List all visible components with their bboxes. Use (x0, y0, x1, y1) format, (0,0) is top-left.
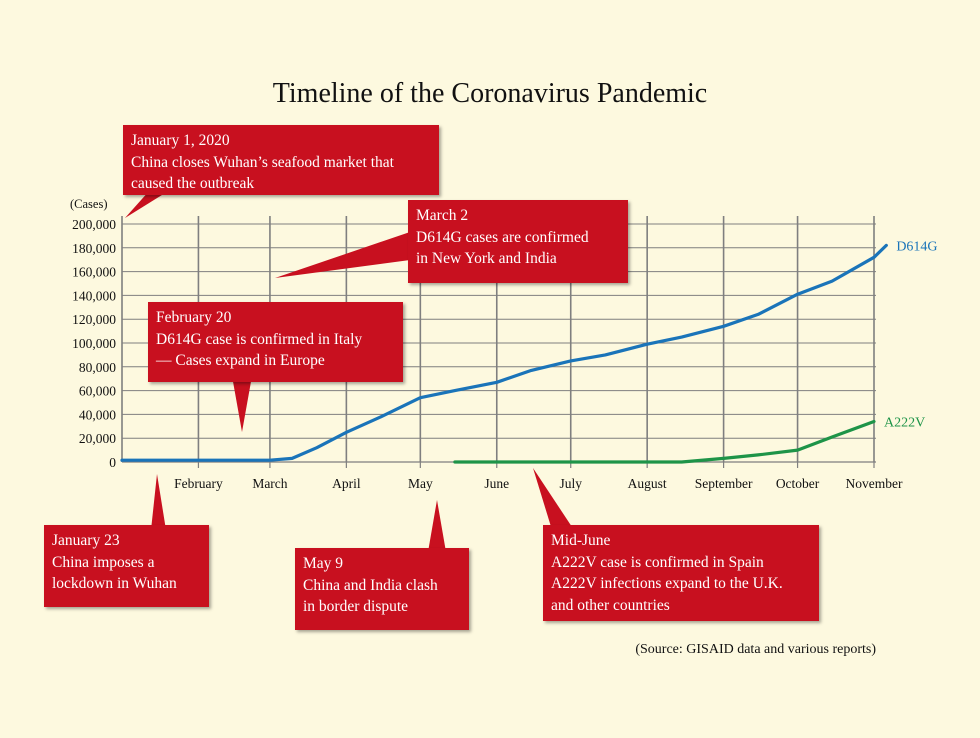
pointer-may9 (428, 500, 446, 552)
x-tick-label: July (559, 476, 582, 491)
callout-line: China and India clash (303, 576, 438, 594)
callout-mar2: March 2 D614G cases are confirmed in New… (408, 200, 628, 283)
callout-line: China closes Wuhan’s seafood market that (131, 153, 394, 171)
callout-pointers (125, 190, 574, 552)
x-tick-label: October (776, 476, 820, 491)
series-lines: D614G A222V (120, 239, 938, 464)
callout-line: in New York and India (416, 250, 557, 267)
pointer-feb20 (232, 376, 252, 432)
series-line-a222v (453, 419, 876, 464)
y-tick-label: 180,000 (72, 241, 116, 256)
x-tick-label: August (628, 476, 667, 491)
callout-line: March 2 (416, 207, 469, 224)
pointer-jan23 (151, 474, 166, 530)
series-label-a222v: A222V (884, 416, 925, 431)
y-tick-label: 80,000 (79, 360, 116, 375)
callout-line: January 1, 2020 (131, 132, 230, 149)
y-tick-label: 100,000 (72, 336, 116, 351)
series-label-d614g: D614G (896, 239, 937, 254)
chart-title: Timeline of the Coronavirus Pandemic (272, 78, 708, 109)
axes: 0 20,000 40,000 60,000 80,000 100,000 120,000 1… (70, 197, 903, 491)
callout-line: in border dispute (303, 598, 409, 615)
y-tick-label: 60,000 (79, 384, 116, 399)
callout-line: and other countries (551, 596, 670, 614)
callout-may9: May 9 China and India clash in border di… (295, 548, 469, 630)
x-tick-label: June (484, 476, 509, 491)
callout-line: D614G cases are confirmed (416, 228, 589, 246)
source-note: (Source: GISAID data and various reports… (635, 642, 876, 657)
callout-line: D614G case is confirmed in Italy (156, 330, 363, 348)
pointer-jan1 (125, 190, 170, 218)
callout-line: February 20 (156, 309, 232, 326)
y-tick-label: 20,000 (79, 431, 116, 446)
callout-line: May 9 (303, 555, 344, 572)
y-tick-label: 160,000 (72, 265, 116, 280)
callout-feb20: February 20 D614G case is confirmed in I… (148, 302, 403, 382)
y-tick-label: 0 (109, 455, 116, 470)
x-tick-label: April (332, 476, 361, 491)
callout-line: lockdown in Wuhan (52, 575, 177, 592)
callout-line: caused the outbreak (131, 175, 255, 192)
y-tick-label: 200,000 (72, 217, 116, 232)
callout-jan23: January 23 China imposes a lockdown in W… (44, 525, 209, 607)
x-tick-label: November (846, 476, 903, 491)
callout-line: — Cases expand in Europe (156, 352, 325, 369)
pointer-mar2 (275, 232, 410, 278)
x-tick-label: March (252, 476, 287, 491)
callout-jan1: January 1, 2020 China closes Wuhan’s sea… (123, 125, 439, 195)
callout-line: Mid-June (551, 532, 611, 549)
callout-midjune: Mid-June A222V case is confirmed in Spai… (543, 525, 819, 621)
callout-line: China imposes a (52, 553, 155, 571)
y-tick-label: 140,000 (72, 288, 116, 303)
series-line-d614g (120, 243, 888, 462)
y-tick-label: 120,000 (72, 312, 116, 327)
pointer-midjune (533, 468, 574, 530)
callout-line: A222V infections expand to the U.K. (551, 575, 783, 592)
callout-line: January 23 (52, 532, 120, 549)
x-tick-label: February (174, 476, 223, 491)
callout-line: A222V case is confirmed in Spain (551, 553, 764, 571)
y-axis-label: (Cases) (70, 197, 108, 211)
x-tick-label: May (408, 476, 433, 491)
x-tick-label: September (695, 476, 753, 491)
y-tick-label: 40,000 (79, 407, 116, 422)
